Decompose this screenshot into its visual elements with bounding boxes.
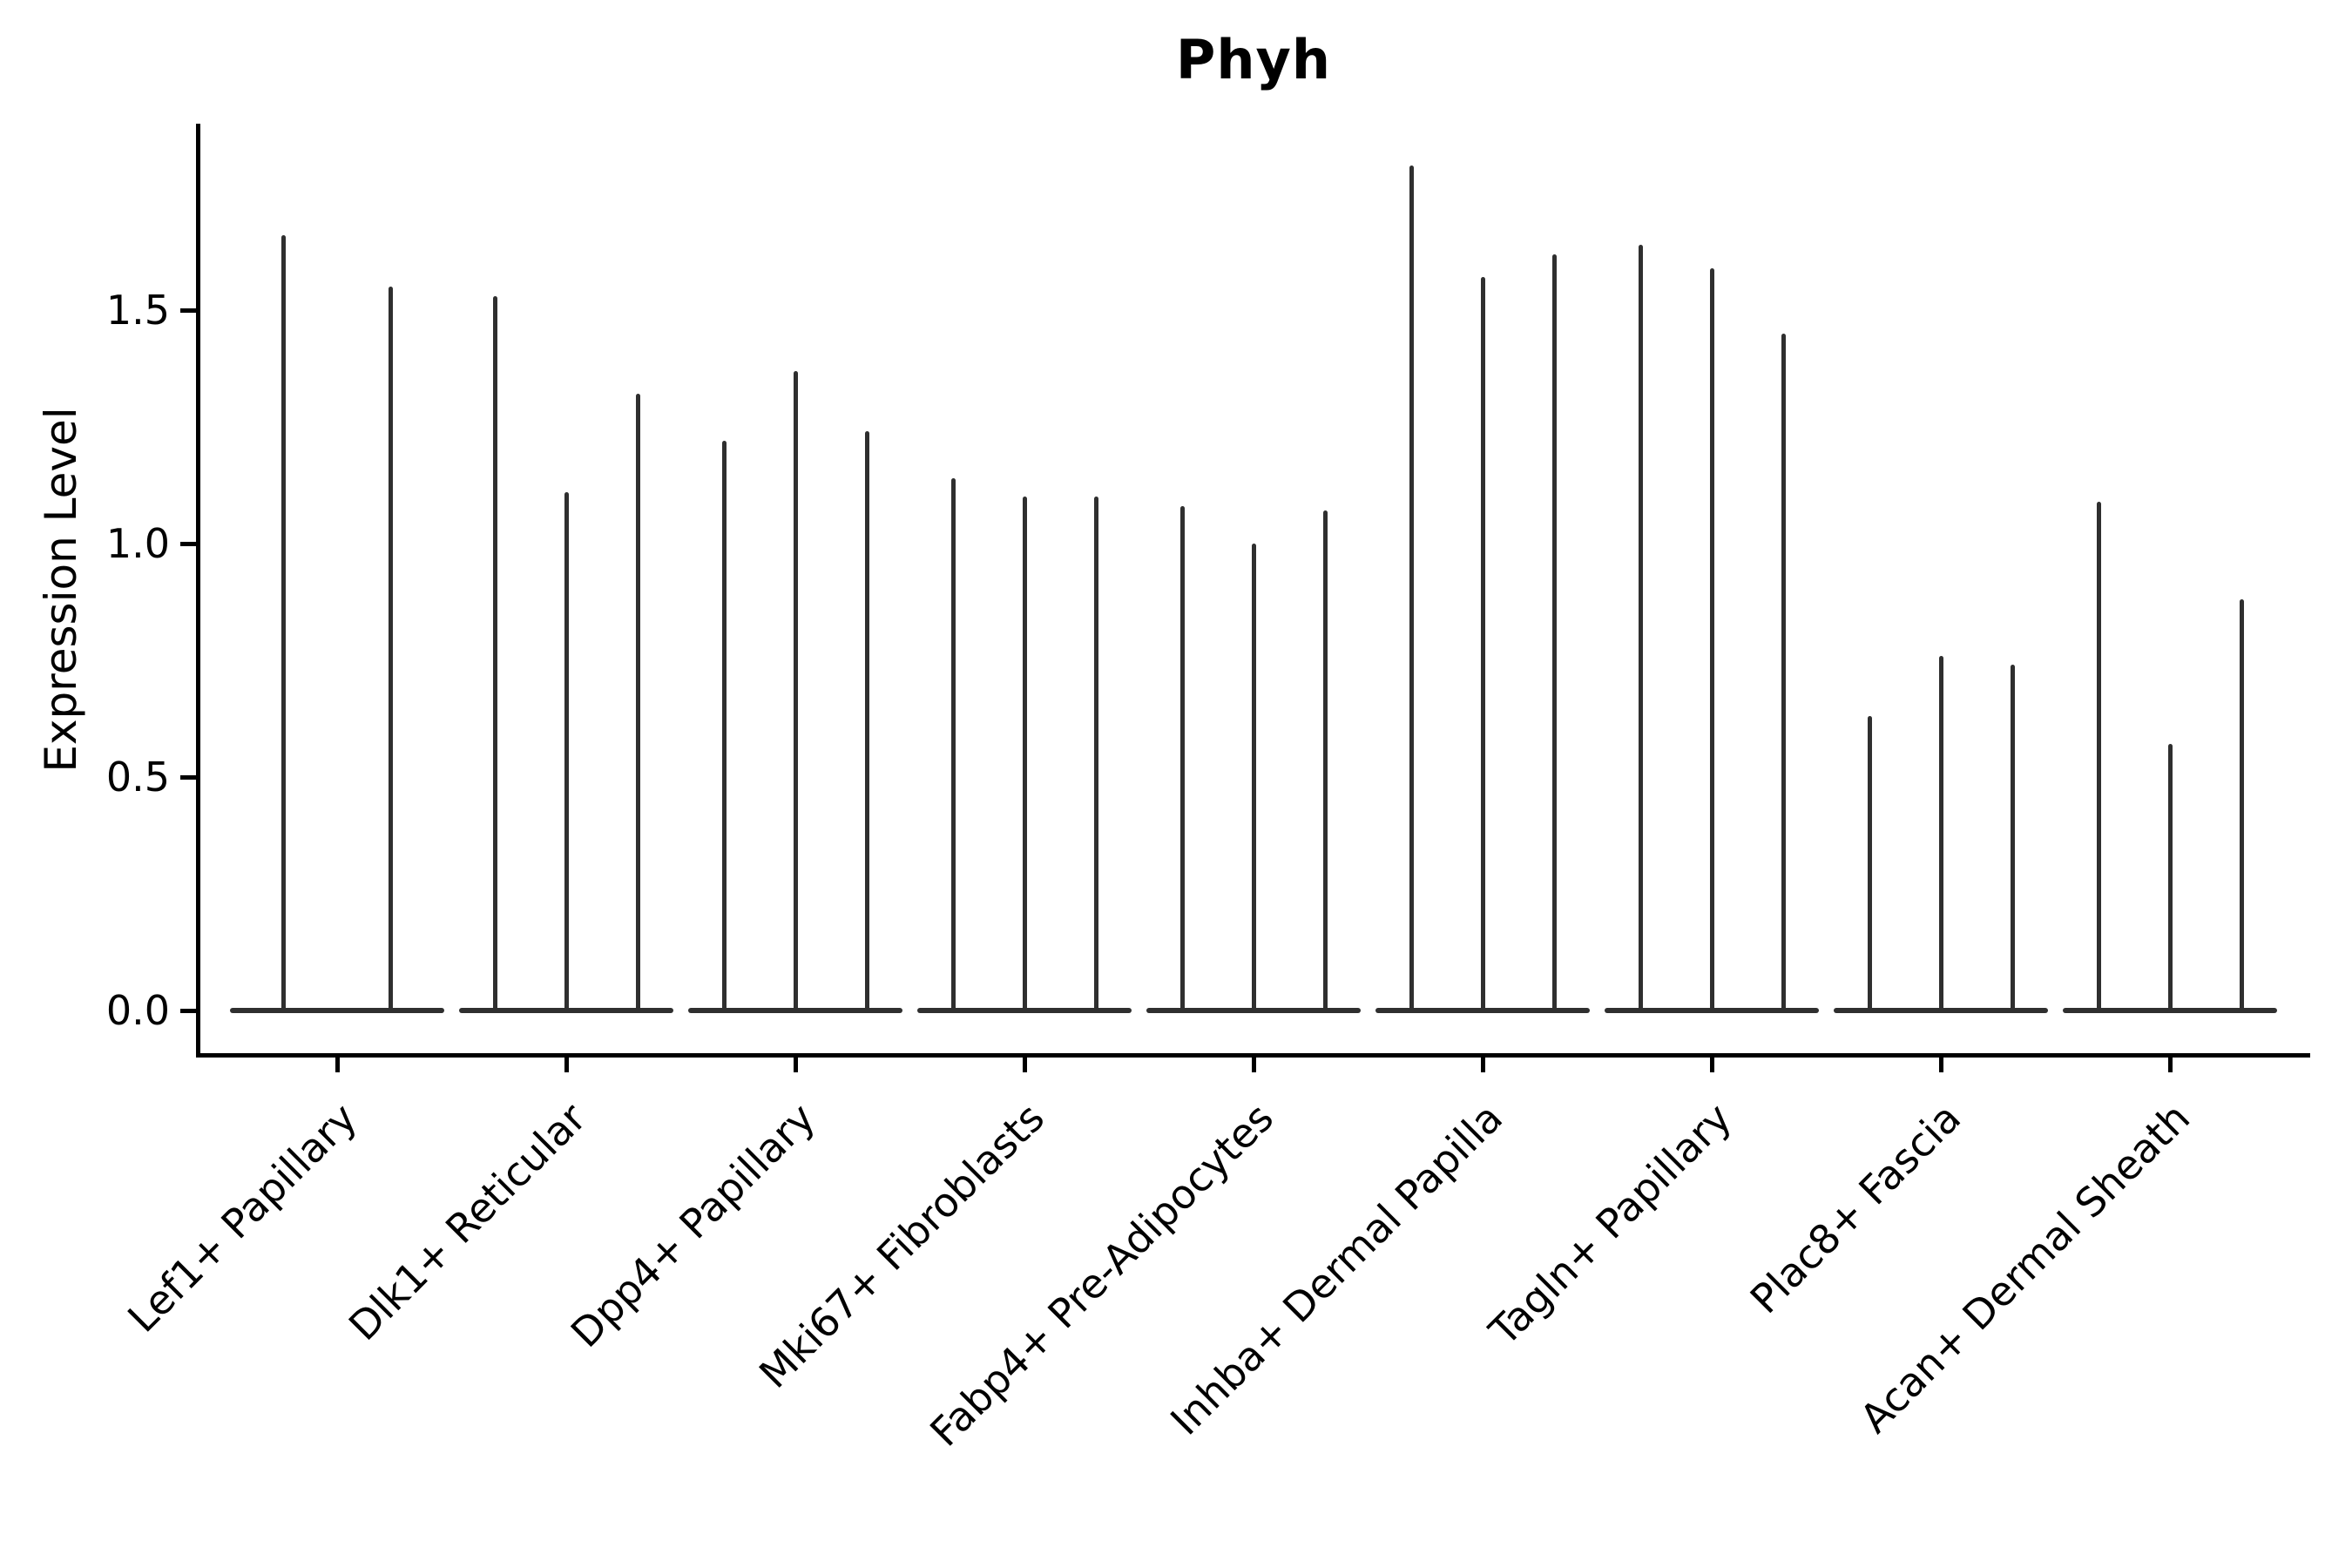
violin-spike xyxy=(2010,665,2015,1010)
x-tick-mark xyxy=(1480,1058,1485,1072)
violin-spike xyxy=(1938,655,1943,1010)
x-tick-label: Dlk1+ Reticular xyxy=(339,1093,596,1350)
x-tick-label: Acan+ Dermal Sheath xyxy=(1850,1093,2200,1443)
violin-base xyxy=(230,1008,444,1013)
y-tick-mark xyxy=(180,774,196,780)
x-tick-mark xyxy=(1938,1058,1943,1072)
y-tick-label: 0.5 xyxy=(105,754,170,801)
violin-spike xyxy=(1867,716,1872,1010)
violin-spike xyxy=(1093,497,1098,1010)
violin-spike xyxy=(564,492,569,1010)
x-tick-mark xyxy=(793,1058,798,1072)
x-tick-mark xyxy=(1709,1058,1714,1072)
y-tick-mark xyxy=(180,1008,196,1013)
violin-spike xyxy=(1638,244,1643,1010)
x-tick-label: Fabp4+ Pre-Adipocytes xyxy=(921,1093,1283,1456)
x-axis-line xyxy=(196,1053,2310,1058)
violin-base xyxy=(1375,1008,1590,1013)
x-tick-label: Tagln+ Papillary xyxy=(1480,1093,1741,1355)
violin-spike xyxy=(1551,253,1557,1010)
violin-spike xyxy=(1022,497,1027,1010)
x-tick-label: Plac8+ Fascia xyxy=(1740,1093,1970,1323)
violin-base xyxy=(1834,1008,2048,1013)
x-tick-mark xyxy=(564,1058,569,1072)
violin-spike xyxy=(864,431,869,1010)
violin-base xyxy=(459,1008,673,1013)
y-tick-label: 1.5 xyxy=(105,287,170,334)
violin-base xyxy=(917,1008,1132,1013)
chart-title: Phyh xyxy=(1175,28,1332,91)
violin-base xyxy=(1605,1008,1819,1013)
violin-base xyxy=(2063,1008,2277,1013)
x-tick-mark xyxy=(1022,1058,1027,1072)
y-tick-mark xyxy=(180,308,196,313)
x-tick-mark xyxy=(2167,1058,2173,1072)
violin-spike xyxy=(389,287,393,1010)
violin-spike xyxy=(1322,510,1328,1010)
x-tick-label: Inhba+ Dermal Papilla xyxy=(1161,1093,1512,1444)
violin-spike xyxy=(2239,599,2244,1010)
x-tick-mark xyxy=(335,1058,340,1072)
y-axis-line xyxy=(196,124,200,1058)
violin-spike xyxy=(635,394,640,1010)
violin-spike xyxy=(1480,277,1485,1010)
violin-spike xyxy=(1179,506,1185,1010)
violin-spike xyxy=(2096,501,2101,1010)
violin-spike xyxy=(1251,544,1256,1010)
y-tick-label: 0.0 xyxy=(105,987,170,1034)
x-tick-mark xyxy=(1251,1058,1256,1072)
violin-spike xyxy=(793,370,798,1010)
violin-spike xyxy=(950,477,956,1010)
violin-spike xyxy=(1781,333,1786,1010)
y-axis-label: Expression Level xyxy=(36,407,86,773)
violin-spike xyxy=(2167,744,2173,1010)
violin-spike xyxy=(492,295,497,1010)
violin-spike xyxy=(1409,165,1414,1010)
x-tick-label: Dpp4+ Papillary xyxy=(561,1093,825,1357)
x-tick-label: Mki67+ Fibroblasts xyxy=(750,1093,1054,1397)
violin-spike xyxy=(281,235,286,1010)
y-tick-label: 1.0 xyxy=(105,520,170,567)
violin-base xyxy=(688,1008,902,1013)
violin-spike xyxy=(1709,267,1714,1010)
violin-spike xyxy=(721,441,727,1010)
y-tick-mark xyxy=(180,541,196,546)
violin-base xyxy=(1146,1008,1361,1013)
